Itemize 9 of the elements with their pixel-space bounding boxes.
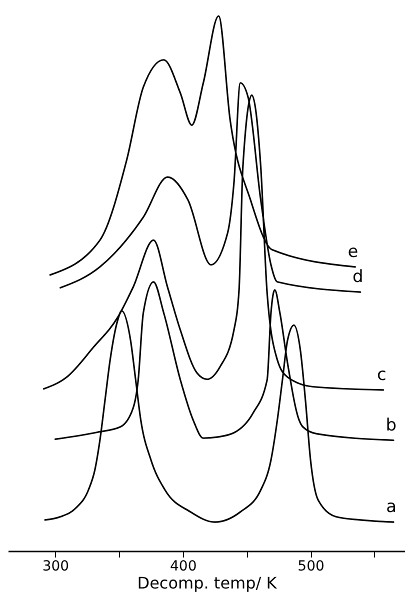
x-tick-label: 500 [298,558,324,574]
series-label: b [386,415,397,436]
x-tick-label: 400 [170,558,197,574]
series-label: e [348,242,358,262]
series-label: a [386,497,397,518]
series-label: d [352,267,364,288]
series-label: c [376,364,386,385]
x-axis-title: Decomp. temp/ K [137,574,278,592]
x-tick-label: 300 [42,558,70,574]
